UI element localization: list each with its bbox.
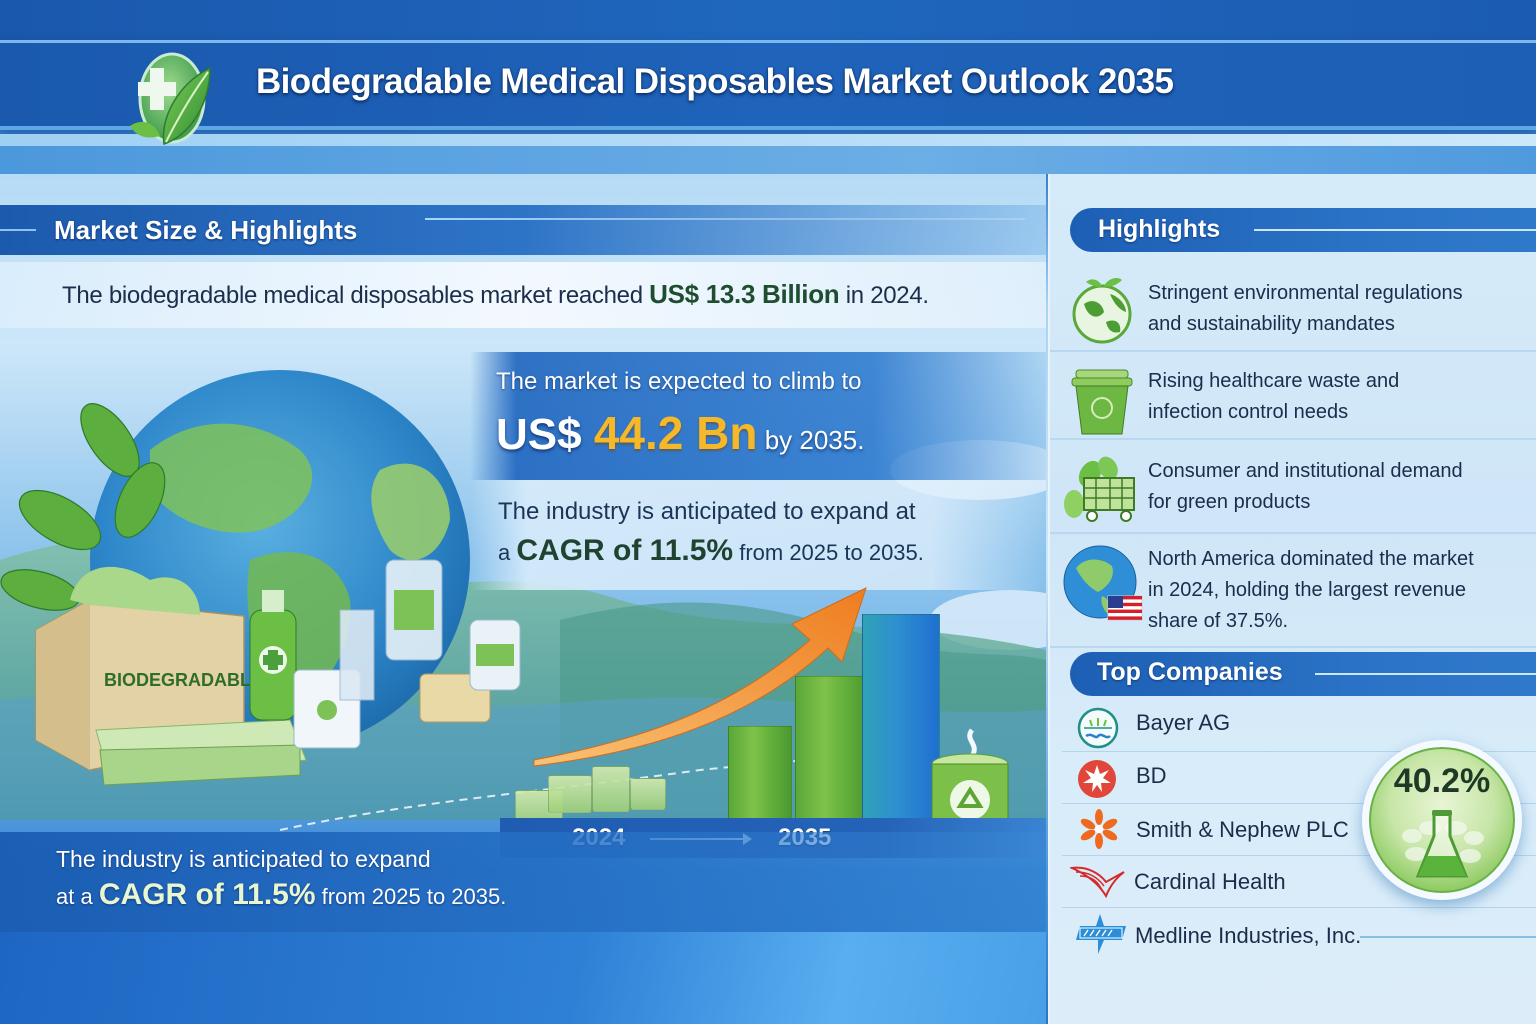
growth-bar-2035 <box>862 614 940 828</box>
trend-arrow-icon <box>533 587 867 767</box>
highlight-text: North America dominated the market in 202… <box>1148 544 1474 637</box>
intro-suffix: in 2024. <box>839 282 929 309</box>
section-rule <box>425 218 1025 220</box>
shopping-cart-icon <box>1064 456 1135 522</box>
company-row <box>1062 856 1536 908</box>
header-divider <box>0 134 1536 146</box>
highlight-line: infection control needs <box>1148 401 1349 423</box>
forecast-year: by 2035. <box>757 425 865 455</box>
highlight-text: Rising healthcare waste and infection con… <box>1148 366 1399 428</box>
market-size-2024-value: US$ 13.3 Billion <box>649 279 840 309</box>
company-name: Bayer AG <box>1136 710 1231 735</box>
market-size-statement: The biodegradable medical disposables ma… <box>62 279 929 310</box>
cagr-statement: The industry is anticipated to expand at <box>498 498 916 525</box>
highlight-item <box>1050 534 1536 648</box>
highlights-title: Highlights <box>1098 215 1221 243</box>
cagr-value: CAGR of 11.5% <box>516 534 734 567</box>
bottom-cagr-band <box>0 832 1046 932</box>
company-row <box>1062 752 1536 804</box>
company-name: BD <box>1136 763 1167 788</box>
header-top-band <box>0 0 1536 40</box>
intro-prefix: The biodegradable medical disposables ma… <box>62 282 650 309</box>
biodegradable-box-label: BIODEGRADABLE <box>104 670 263 690</box>
section-header-market <box>0 205 1046 255</box>
bar-2024-stack <box>630 778 666 810</box>
highlight-line: in 2024, holding the largest revenue <box>1148 579 1467 601</box>
growth-bar <box>728 726 792 828</box>
green-waste-bin-icon <box>1071 369 1133 435</box>
bayer-logo-icon <box>1077 707 1119 749</box>
cagr-prefix: a <box>498 540 517 565</box>
footer-background <box>0 932 1046 1024</box>
highlight-line: and sustainability mandates <box>1148 313 1395 335</box>
bottom-cagr-value: CAGR of 11.5% <box>98 878 316 911</box>
smith-nephew-logo-icon <box>1080 809 1118 849</box>
highlight-line: share of 37.5%. <box>1148 610 1289 632</box>
cagr-band <box>470 480 1046 590</box>
section-rule <box>1254 229 1536 231</box>
intro-band <box>0 262 1046 328</box>
bar-2024-stack <box>592 766 630 812</box>
bd-logo-icon <box>1078 760 1116 798</box>
bottom-cagr-prefix: at a <box>56 884 99 909</box>
forecast-statement: The market is expected to climb to <box>496 368 862 395</box>
medline-logo-icon <box>1076 914 1126 954</box>
cagr-value-line: a CAGR of 11.5% from 2025 to 2035. <box>498 534 924 568</box>
company-row <box>1062 700 1536 752</box>
forecast-2035-value: 44.2 Bn <box>593 407 758 459</box>
leaf-medical-cross-icon <box>130 52 211 146</box>
company-rule <box>1360 936 1536 938</box>
header-bar <box>0 40 1536 130</box>
company-name: Medline Industries, Inc. <box>1135 923 1362 948</box>
highlight-line: Rising healthcare waste and <box>1148 370 1400 392</box>
growth-bar <box>795 676 869 828</box>
companies-title: Top Companies <box>1097 658 1283 686</box>
highlight-item <box>1050 262 1536 352</box>
green-globe-icon <box>1072 278 1132 344</box>
highlight-item <box>1050 440 1536 534</box>
highlight-line: for green products <box>1148 491 1311 513</box>
cagr-period: from 2025 to 2035. <box>733 540 924 565</box>
highlight-line: Consumer and institutional demand <box>1148 460 1463 482</box>
company-row <box>1062 804 1536 856</box>
page-title: Biodegradable Medical Disposables Market… <box>256 62 1174 101</box>
cardinal-health-logo-icon <box>1070 866 1125 898</box>
us-flag-icon <box>1107 595 1143 621</box>
north-america-globe-icon <box>1063 545 1143 621</box>
forecast-currency: US$ <box>496 410 594 459</box>
highlight-text: Stringent environmental regulations and s… <box>1148 278 1463 340</box>
bottom-cagr-statement: The industry is anticipated to expand <box>56 846 431 872</box>
highlight-line: Stringent environmental regulations <box>1148 282 1463 304</box>
forecast-value-line: US$ 44.2 Bn by 2035. <box>496 406 864 460</box>
bottom-cagr-value-line: at a CAGR of 11.5% from 2025 to 2035. <box>56 878 506 912</box>
highlight-line: North America dominated the market <box>1148 548 1474 570</box>
bottom-cagr-period: from 2025 to 2035. <box>315 884 507 909</box>
forecast-band <box>470 352 1046 480</box>
share-badge-value: 40.2% <box>1393 762 1491 800</box>
highlight-item <box>1050 352 1536 440</box>
bar-2024-stack <box>548 775 592 813</box>
section-rule <box>1315 673 1536 675</box>
section-dash <box>0 229 36 231</box>
market-section-title: Market Size & Highlights <box>54 215 358 245</box>
highlight-text: Consumer and institutional demand for gre… <box>1148 456 1463 518</box>
flask-icon <box>1402 810 1484 878</box>
company-name: Cardinal Health <box>1134 869 1286 894</box>
header-divider-band <box>0 146 1536 174</box>
company-name: Smith & Nephew PLC <box>1136 817 1349 842</box>
